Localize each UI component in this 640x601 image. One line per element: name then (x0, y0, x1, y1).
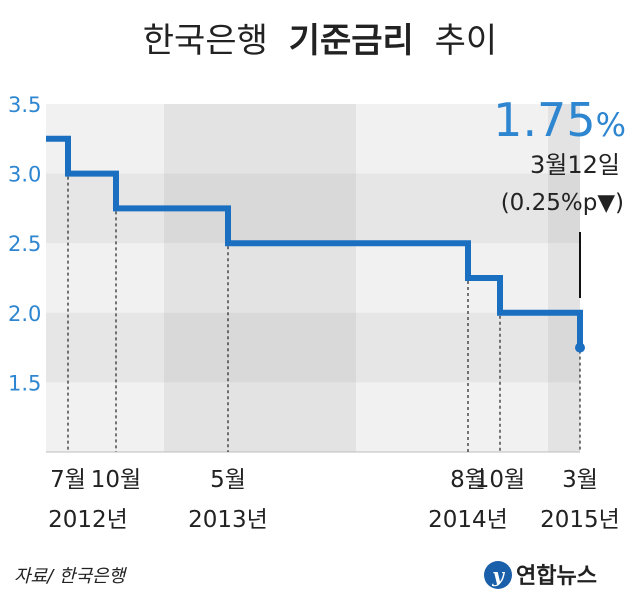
y-tick-label: 1.5 (8, 371, 41, 395)
title-part-1: 한국은행 (143, 21, 268, 61)
x-year-label: 2015년 (540, 507, 620, 533)
callout-value-text: 1.75% (493, 93, 626, 147)
yonhap-logo: y 연합뉴스 (484, 561, 597, 589)
callout-change: (0.25%p▼) (501, 190, 624, 216)
title-part-3: 추이 (435, 21, 498, 61)
y-tick-label: 3.5 (8, 93, 41, 117)
plot-background (46, 104, 580, 453)
chart-title: 한국은행 기준금리 추이 (143, 21, 497, 61)
rate-step-line (46, 135, 583, 348)
horizontal-band (46, 312, 580, 383)
x-month-label: 8월 (450, 467, 486, 493)
x-month-label: 3월 (562, 467, 598, 493)
title-part-2: 기준금리 (289, 21, 414, 61)
logo-text: 연합뉴스 (516, 563, 597, 589)
source-text: 자료/ 한국은행 (14, 566, 128, 587)
y-tick-label: 2.0 (8, 302, 41, 326)
x-month-label: 10월 (91, 467, 141, 493)
logo-mark-icon (484, 561, 512, 589)
x-month-label: 10월 (475, 467, 525, 493)
year-column-shade (164, 104, 356, 452)
callout-date: 3월12일 (530, 151, 620, 179)
end-point-marker (575, 342, 585, 353)
x-year-label: 2013년 (188, 507, 268, 533)
x-year-label: 2014년 (428, 507, 508, 533)
callout-value: 1.75 (493, 93, 595, 147)
drop-lines (67, 176, 581, 452)
horizontal-band (46, 382, 580, 452)
y-tick-label: 2.5 (8, 232, 41, 256)
x-month-label: 5월 (210, 467, 246, 493)
callout-unit: % (596, 106, 626, 144)
x-year-label: 2012년 (48, 507, 128, 533)
logo-mark-glyph: y (491, 563, 505, 587)
year-column-shade (548, 104, 580, 452)
horizontal-band (46, 104, 580, 174)
y-tick-label: 3.0 (8, 163, 41, 187)
y-axis: 3.5 3.0 2.5 2.0 1.5 (8, 93, 41, 395)
x-month-label: 7월 (50, 467, 86, 493)
